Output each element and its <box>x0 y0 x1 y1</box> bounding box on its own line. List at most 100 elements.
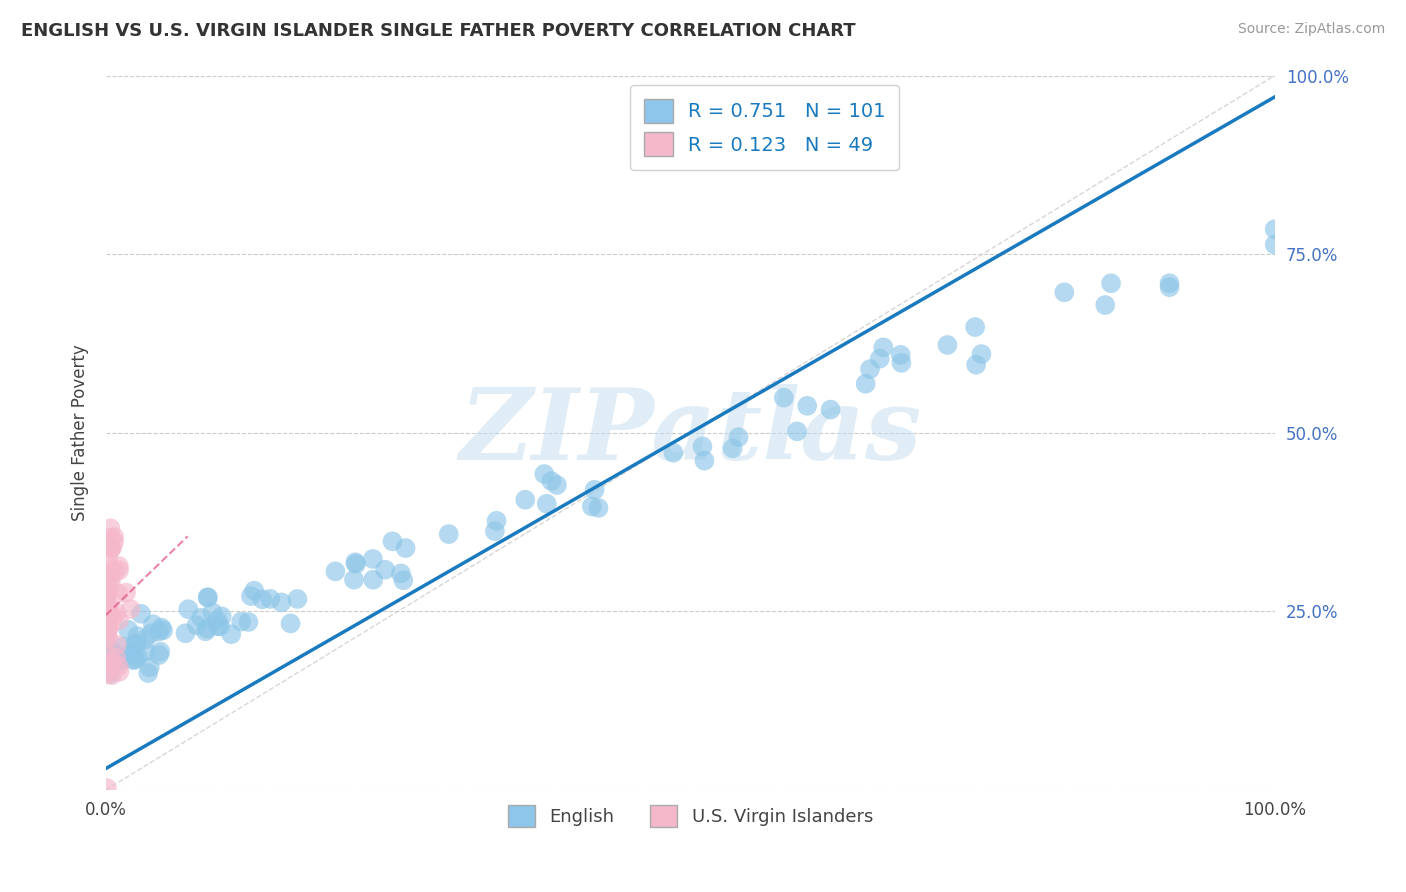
Point <box>105 606 128 620</box>
Point <box>107 659 129 673</box>
Point <box>103 535 125 549</box>
Point <box>127 649 149 664</box>
Point <box>238 615 260 629</box>
Point <box>94 567 117 582</box>
Point <box>197 591 219 605</box>
Point <box>108 613 131 627</box>
Point <box>98 667 121 681</box>
Point <box>96 593 118 607</box>
Point <box>124 637 146 651</box>
Point <box>588 500 610 515</box>
Point <box>1094 298 1116 312</box>
Point <box>111 640 134 654</box>
Point <box>98 620 121 634</box>
Point <box>100 521 122 535</box>
Point <box>100 541 122 555</box>
Point <box>197 590 219 604</box>
Point <box>361 573 384 587</box>
Point <box>721 442 744 456</box>
Point <box>148 624 170 639</box>
Point <box>533 467 555 481</box>
Text: ENGLISH VS U.S. VIRGIN ISLANDER SINGLE FATHER POVERTY CORRELATION CHART: ENGLISH VS U.S. VIRGIN ISLANDER SINGLE F… <box>21 22 856 40</box>
Point <box>583 483 606 497</box>
Point <box>98 607 121 622</box>
Point <box>692 440 714 454</box>
Point <box>174 626 197 640</box>
Point <box>108 559 131 574</box>
Point <box>1264 237 1286 252</box>
Point <box>540 474 562 488</box>
Point <box>96 623 118 637</box>
Point <box>108 563 131 577</box>
Point <box>134 632 156 647</box>
Point <box>107 586 129 600</box>
Point <box>869 351 891 366</box>
Point <box>97 623 120 637</box>
Point <box>101 668 124 682</box>
Point <box>485 514 508 528</box>
Point <box>127 629 149 643</box>
Point <box>149 645 172 659</box>
Point <box>96 655 118 669</box>
Point <box>98 648 121 662</box>
Point <box>344 555 367 569</box>
Point <box>231 615 253 629</box>
Point <box>243 583 266 598</box>
Point <box>287 592 309 607</box>
Point <box>115 585 138 599</box>
Point <box>437 527 460 541</box>
Point <box>96 590 118 604</box>
Point <box>100 574 122 589</box>
Point <box>1159 276 1181 290</box>
Point <box>97 613 120 627</box>
Point <box>97 649 120 664</box>
Point <box>97 599 120 613</box>
Y-axis label: Single Father Poverty: Single Father Poverty <box>72 344 89 521</box>
Point <box>120 602 142 616</box>
Point <box>96 589 118 603</box>
Point <box>97 581 120 595</box>
Point <box>343 573 366 587</box>
Point <box>139 660 162 674</box>
Point <box>124 653 146 667</box>
Point <box>259 591 281 606</box>
Point <box>107 649 129 664</box>
Point <box>484 524 506 538</box>
Point <box>195 622 218 636</box>
Point <box>148 648 170 662</box>
Text: Source: ZipAtlas.com: Source: ZipAtlas.com <box>1237 22 1385 37</box>
Point <box>546 478 568 492</box>
Point <box>97 551 120 566</box>
Point <box>890 356 912 370</box>
Point <box>121 646 143 660</box>
Point <box>394 541 416 555</box>
Point <box>177 602 200 616</box>
Point <box>536 497 558 511</box>
Point <box>103 530 125 544</box>
Point <box>150 621 173 635</box>
Point <box>772 391 794 405</box>
Point <box>361 552 384 566</box>
Point <box>965 320 987 334</box>
Point <box>194 624 217 639</box>
Point <box>515 492 537 507</box>
Point <box>207 613 229 627</box>
Point <box>1264 222 1286 236</box>
Point <box>100 653 122 667</box>
Point <box>796 399 818 413</box>
Point <box>280 616 302 631</box>
Point <box>100 541 122 556</box>
Point <box>186 618 208 632</box>
Point <box>211 609 233 624</box>
Point <box>121 648 143 662</box>
Point <box>96 630 118 644</box>
Point <box>693 453 716 467</box>
Point <box>100 561 122 575</box>
Point <box>936 338 959 352</box>
Point <box>209 619 232 633</box>
Point <box>252 592 274 607</box>
Point <box>108 665 131 679</box>
Point <box>100 531 122 545</box>
Point <box>117 623 139 637</box>
Point <box>344 557 367 571</box>
